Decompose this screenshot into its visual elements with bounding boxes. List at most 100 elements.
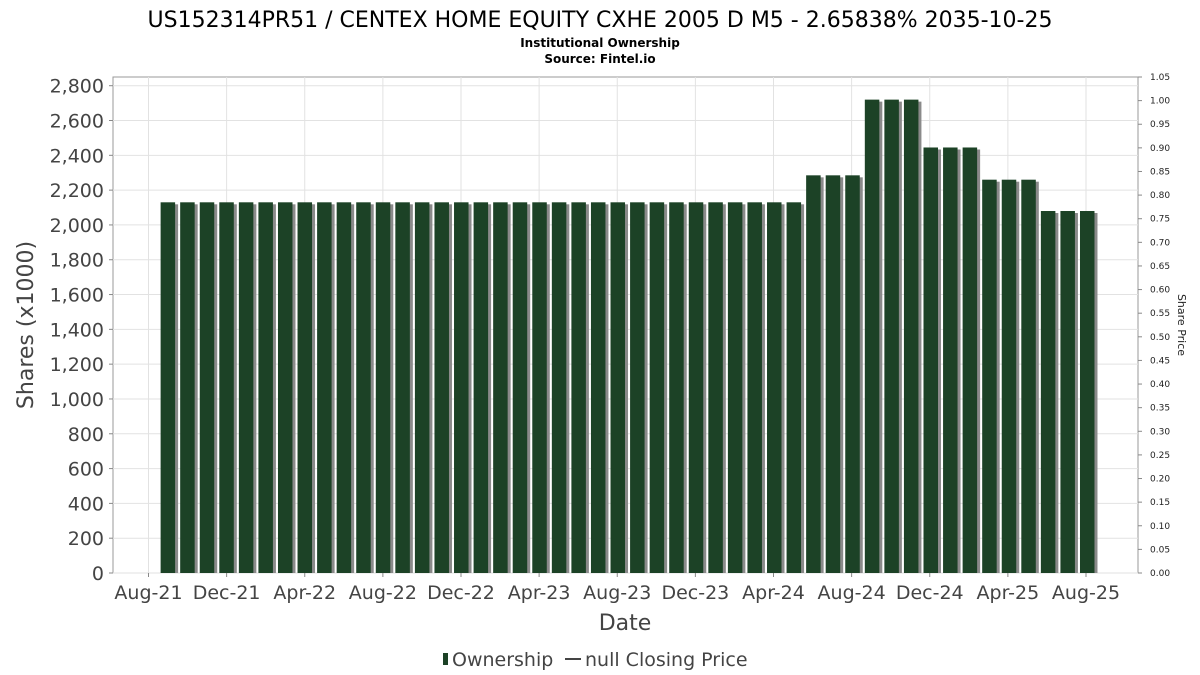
bar [943, 147, 958, 574]
y2-tick-label: 0.15 [1150, 498, 1170, 508]
y2-tick-label: 0.10 [1150, 522, 1170, 532]
y-tick-label: 2,600 [50, 111, 104, 133]
bar [982, 179, 997, 573]
x-axis-label: Date [599, 611, 652, 636]
bar [727, 202, 743, 573]
bar [219, 202, 234, 573]
x-tick-label: Dec-21 [193, 582, 261, 604]
x-tick-label: Apr-23 [508, 582, 571, 604]
x-tick-label: Aug-22 [349, 582, 417, 604]
legend: Ownership null Closing Price [443, 649, 748, 671]
y2-tick-label: 0.20 [1150, 475, 1170, 485]
x-tick-label: Apr-25 [977, 582, 1040, 604]
bar [825, 175, 841, 573]
bar [1079, 211, 1095, 573]
secondary-y-axis-ticks: 0.00 0.05 0.10 0.15 0.20 0.25 0.30 0.35 0.40 0.45… [1138, 73, 1170, 579]
y-tick-label: 600 [68, 459, 104, 481]
y2-tick-label: 0.60 [1150, 286, 1170, 296]
chart-subtitle: Institutional Ownership [520, 36, 680, 50]
bar [356, 202, 371, 573]
bar [610, 202, 626, 573]
bar [277, 202, 293, 573]
x-tick-label: Aug-24 [818, 582, 886, 604]
x-tick-label: Aug-21 [114, 582, 182, 604]
y-tick-label: 1,400 [50, 319, 104, 341]
y2-tick-label: 0.25 [1150, 451, 1170, 461]
y2-tick-label: 0.55 [1150, 309, 1170, 319]
y-tick-label: 1,800 [50, 250, 104, 272]
y-tick-label: 2,800 [50, 76, 104, 98]
bar [767, 202, 782, 573]
y2-tick-label: 0.00 [1150, 569, 1170, 579]
y2-tick-label: 0.75 [1150, 215, 1170, 225]
legend-ownership-label: Ownership [452, 649, 553, 671]
bar [297, 202, 313, 573]
y-tick-label: 2,400 [50, 145, 104, 167]
y-tick-label: 1,000 [50, 389, 104, 411]
y-tick-label: 1,600 [50, 285, 104, 307]
bar [414, 202, 430, 573]
bar [1001, 179, 1017, 573]
bar [806, 175, 821, 573]
bar [434, 202, 449, 573]
y2-tick-label: 0.95 [1150, 120, 1170, 130]
x-tick-label: Dec-24 [896, 582, 964, 604]
x-tick-label: Apr-22 [273, 582, 336, 604]
bar [180, 202, 195, 573]
bar [590, 202, 606, 573]
y-axis-label: Shares (x1000) [14, 241, 39, 409]
y2-tick-label: 0.80 [1150, 191, 1170, 201]
x-tick-label: Aug-25 [1052, 582, 1120, 604]
y-tick-label: 400 [68, 493, 104, 515]
bar [1040, 211, 1056, 573]
bar [845, 175, 860, 573]
secondary-y-axis-label: Share Price [1175, 294, 1188, 356]
bar [493, 202, 508, 573]
bar [884, 99, 899, 573]
y-axis-ticks: 0 200 400 600 800 1,000 1,200 1,400 1,600 1,800 2,… [50, 76, 113, 585]
bar [688, 202, 704, 573]
bar [238, 202, 254, 573]
bar [649, 202, 665, 573]
bar [923, 147, 938, 574]
y2-tick-label: 0.90 [1150, 144, 1170, 154]
chart-title: US152314PR51 / CENTEX HOME EQUITY CXHE 2… [148, 8, 1053, 33]
bar [708, 202, 723, 573]
bar [317, 202, 332, 573]
bar [395, 202, 410, 573]
bar [454, 202, 469, 573]
x-tick-label: Dec-22 [427, 582, 495, 604]
bar [199, 202, 215, 573]
bar [551, 202, 567, 573]
bar [747, 202, 762, 573]
y2-tick-label: 0.05 [1150, 545, 1170, 555]
chart-source: Source: Fintel.io [544, 52, 655, 66]
y-tick-label: 0 [92, 563, 104, 585]
bar [1021, 179, 1036, 573]
y2-tick-label: 0.85 [1150, 167, 1170, 177]
bar [864, 99, 880, 573]
x-tick-label: Dec-23 [661, 582, 729, 604]
y2-tick-label: 0.40 [1150, 380, 1170, 390]
bar [336, 202, 352, 573]
bar [630, 202, 645, 573]
y2-tick-label: 0.65 [1150, 262, 1170, 272]
bar [512, 202, 528, 573]
y2-tick-label: 0.35 [1150, 404, 1170, 414]
y-tick-label: 800 [68, 424, 104, 446]
bar [786, 202, 802, 573]
x-tick-label: Aug-23 [583, 582, 651, 604]
y2-tick-label: 0.70 [1150, 238, 1170, 248]
y2-tick-label: 0.50 [1150, 333, 1170, 343]
y2-tick-label: 0.45 [1150, 356, 1170, 366]
y2-tick-label: 1.00 [1150, 97, 1170, 107]
y2-tick-label: 0.30 [1150, 427, 1170, 437]
legend-ownership-swatch [443, 653, 448, 665]
x-tick-label: Apr-24 [742, 582, 805, 604]
y-tick-label: 2,200 [50, 180, 104, 202]
bar [532, 202, 547, 573]
bar [473, 202, 489, 573]
y-tick-label: 2,000 [50, 215, 104, 237]
bar [375, 202, 391, 573]
bar [258, 202, 273, 573]
